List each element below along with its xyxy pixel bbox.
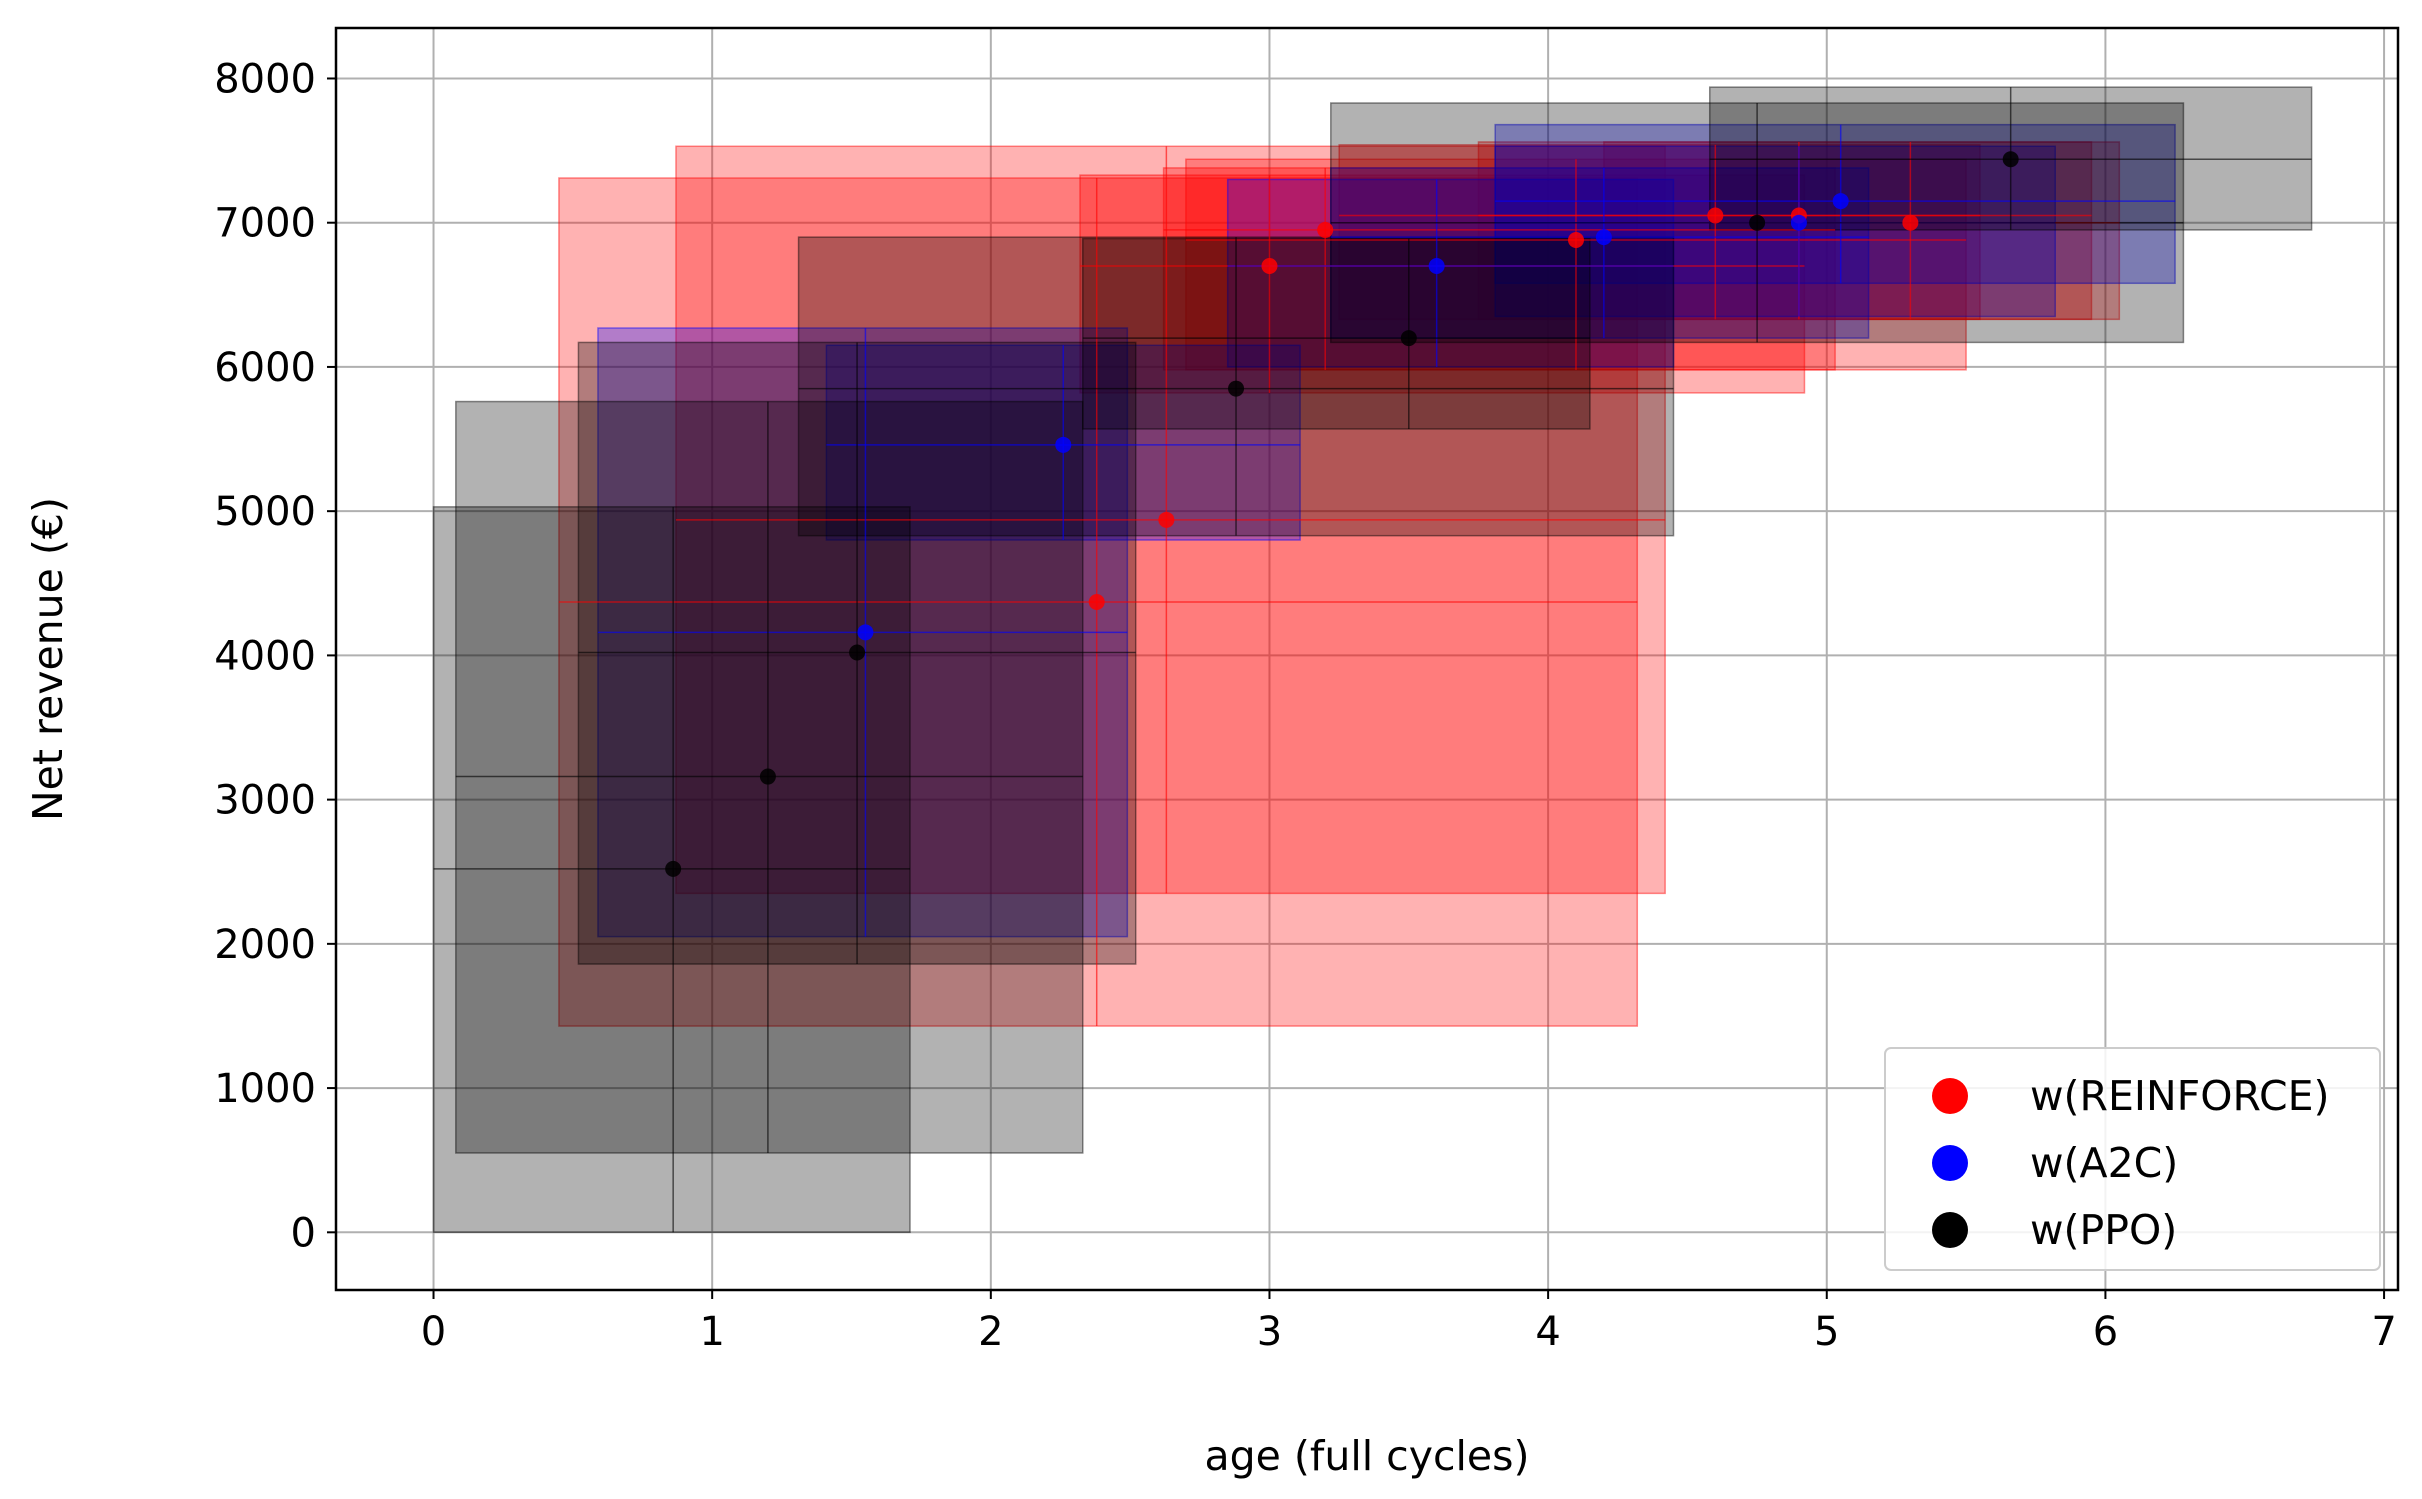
y-tick-label: 6000 [214,345,316,391]
data-point-w-ppo [1749,214,1766,231]
point-layer [665,151,2019,877]
data-point-w-ppo [2002,151,2019,168]
x-tick-label: 7 [2371,1309,2396,1355]
uncertainty-box-w-a2c [1330,167,1870,339]
x-tick-label: 5 [1814,1309,1839,1355]
data-point-w-reinforce [1317,221,1334,238]
data-point-w-reinforce [1707,207,1724,224]
legend-marker-w-a2c [1932,1145,1968,1181]
data-point-w-ppo [849,644,866,661]
data-point-w-a2c [1790,214,1807,231]
y-tick-label: 3000 [214,778,316,824]
data-point-w-reinforce [1261,257,1278,274]
x-tick-label: 4 [1535,1309,1560,1355]
x-axis-label: age (full cycles) [1205,1432,1530,1480]
data-point-w-ppo [1228,380,1245,397]
data-point-w-ppo [1400,330,1417,347]
tick-layer: 0 1 2 3 4 5 6 7 0 1000 2000 3000 4000 5000 6000 7000 800… [214,56,2397,1355]
y-tick-label: 0 [291,1210,316,1256]
y-tick-label: 1000 [214,1066,316,1112]
data-point-w-a2c [857,624,874,641]
x-tick-label: 0 [421,1309,446,1355]
grid-layer [336,28,2398,1290]
x-tick-label: 1 [699,1309,724,1355]
x-tick-label: 3 [1257,1309,1282,1355]
legend-label-w-ppo: w(PPO) [2030,1206,2177,1254]
data-point-w-ppo [665,860,682,877]
data-point-w-reinforce [1567,232,1584,249]
data-point-w-a2c [1428,257,1445,274]
data-point-w-a2c [1832,193,1849,210]
y-tick-label: 2000 [214,922,316,968]
plot-frame [334,26,2400,1292]
data-point-w-a2c [1055,436,1072,453]
y-axis-label: Net revenue (€) [24,497,72,821]
y-tick-label: 4000 [214,633,316,679]
data-point-w-reinforce [1902,214,1919,231]
data-point-w-reinforce [1158,511,1175,528]
uncertainty-box-w-reinforce [1079,174,1806,394]
uncertainty-box-w-ppo [1082,237,1591,430]
uncertainty-box-w-reinforce [1338,144,1981,321]
data-point-w-reinforce [1088,594,1105,611]
y-tick-label: 8000 [214,56,316,102]
legend-marker-w-reinforce [1932,1078,1968,1114]
legend-marker-w-ppo [1932,1212,1968,1248]
legend: w(REINFORCE) w(A2C) w(PPO) [1884,1047,2381,1271]
legend-label-w-reinforce: w(REINFORCE) [2030,1072,2330,1120]
legend-label-w-a2c: w(A2C) [2030,1139,2178,1187]
y-tick-label: 7000 [214,201,316,247]
data-point-w-a2c [1595,229,1612,246]
legend-frame [1884,1047,2381,1271]
x-tick-label: 6 [2093,1309,2118,1355]
y-tick-label: 5000 [214,489,316,535]
uncertainty-box-w-a2c [1494,145,2057,318]
data-point-w-ppo [759,768,776,785]
uncertainty-box-w-a2c [1226,178,1675,368]
x-tick-label: 2 [978,1309,1003,1355]
